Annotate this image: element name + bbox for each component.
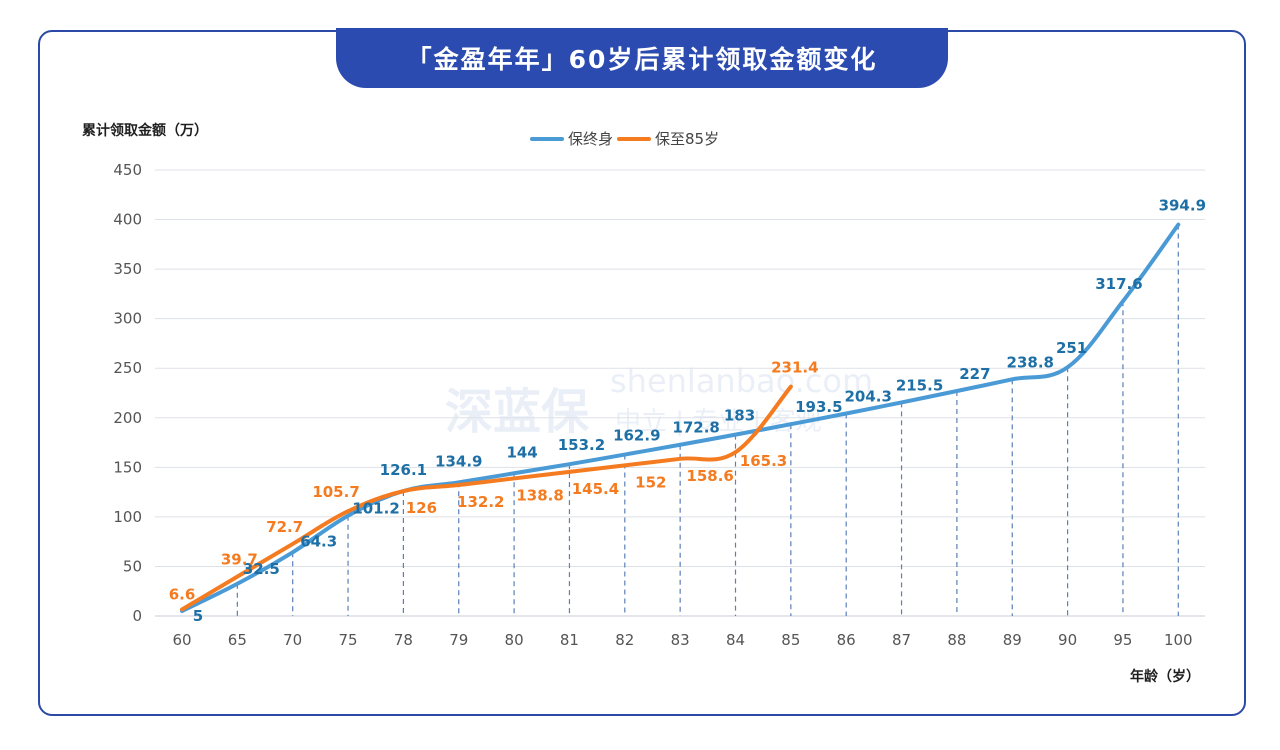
data-label-orange: 158.6 bbox=[686, 467, 733, 485]
data-label-blue: 172.8 bbox=[672, 419, 719, 437]
data-label-blue: 101.2 bbox=[352, 500, 399, 518]
y-tick-label: 400 bbox=[113, 211, 142, 229]
x-tick-label: 84 bbox=[726, 631, 745, 649]
y-tick-label: 300 bbox=[113, 310, 142, 328]
series-line-blue bbox=[180, 222, 1181, 614]
x-tick-label: 60 bbox=[172, 631, 191, 649]
legend-swatch-blue bbox=[530, 136, 564, 141]
x-tick-label: 87 bbox=[892, 631, 911, 649]
data-label-orange: 132.2 bbox=[457, 493, 504, 511]
data-label-blue: 144 bbox=[506, 443, 537, 461]
data-label-orange: 138.8 bbox=[516, 486, 563, 504]
x-tick-label: 80 bbox=[505, 631, 524, 649]
legend-label-series-1: 保终身 bbox=[568, 130, 614, 148]
x-tick-label: 86 bbox=[837, 631, 856, 649]
x-tick-label: 89 bbox=[1003, 631, 1022, 649]
x-tick-label: 75 bbox=[339, 631, 358, 649]
x-tick-label: 70 bbox=[283, 631, 302, 649]
x-tick-label: 85 bbox=[781, 631, 800, 649]
watermark-sub: 中立 | 专业 | 客观 bbox=[615, 407, 822, 437]
legend-label-series-2: 保至85岁 bbox=[655, 130, 720, 148]
data-label-blue: 193.5 bbox=[795, 398, 842, 416]
legend: 保终身 保至85岁 bbox=[530, 128, 719, 149]
data-label-blue: 215.5 bbox=[896, 376, 943, 394]
x-tick-label: 78 bbox=[394, 631, 413, 649]
watermark-logo: 深蓝保 bbox=[445, 384, 590, 440]
data-label-blue: 153.2 bbox=[558, 436, 605, 454]
data-label-blue: 183 bbox=[724, 407, 755, 425]
data-label-orange: 145.4 bbox=[572, 480, 619, 498]
data-label-orange: 231.4 bbox=[771, 359, 818, 377]
y-axis-label: 累计领取金额（万） bbox=[82, 123, 208, 139]
data-label-orange: 126 bbox=[406, 499, 437, 517]
x-tick-label: 79 bbox=[449, 631, 468, 649]
y-tick-label: 200 bbox=[113, 409, 142, 427]
series-line-orange bbox=[180, 384, 793, 612]
data-label-blue: 134.9 bbox=[435, 452, 482, 470]
data-label-orange: 72.7 bbox=[266, 518, 303, 536]
data-label-orange: 105.7 bbox=[312, 483, 359, 501]
x-tick-label: 95 bbox=[1113, 631, 1132, 649]
y-tick-label: 350 bbox=[113, 260, 142, 278]
chart-frame bbox=[38, 30, 1246, 716]
data-label-blue: 162.9 bbox=[613, 427, 660, 445]
y-tick-label: 50 bbox=[123, 557, 142, 575]
data-label-orange: 6.6 bbox=[169, 585, 196, 603]
data-label-blue: 394.9 bbox=[1159, 197, 1206, 215]
data-label-blue: 5 bbox=[193, 607, 203, 625]
x-tick-label: 83 bbox=[671, 631, 690, 649]
x-tick-label: 100 bbox=[1164, 631, 1193, 649]
y-tick-label: 0 bbox=[132, 607, 142, 625]
data-label-orange: 165.3 bbox=[740, 452, 787, 470]
y-tick-label: 450 bbox=[113, 161, 142, 179]
data-label-blue: 126.1 bbox=[380, 461, 427, 479]
data-label-blue: 238.8 bbox=[1007, 353, 1054, 371]
legend-item-series-2: 保至85岁 bbox=[617, 128, 719, 149]
data-label-blue: 64.3 bbox=[300, 532, 337, 550]
data-label-orange: 152 bbox=[635, 473, 666, 491]
legend-item-series-1: 保终身 bbox=[530, 128, 613, 149]
y-tick-label: 150 bbox=[113, 458, 142, 476]
x-tick-label: 90 bbox=[1058, 631, 1077, 649]
y-tick-label: 100 bbox=[113, 508, 142, 526]
data-label-blue: 32.5 bbox=[243, 560, 280, 578]
y-tick-label: 250 bbox=[113, 359, 142, 377]
data-label-blue: 251 bbox=[1056, 339, 1087, 357]
x-tick-label: 65 bbox=[228, 631, 247, 649]
data-label-blue: 317.6 bbox=[1095, 275, 1142, 293]
watermark-site: shenlanbao.com bbox=[610, 362, 873, 400]
x-tick-label: 81 bbox=[560, 631, 579, 649]
data-label-blue: 204.3 bbox=[844, 388, 891, 406]
data-label-orange: 39.7 bbox=[221, 551, 258, 569]
x-tick-label: 88 bbox=[947, 631, 966, 649]
x-axis-label: 年龄（岁） bbox=[1130, 669, 1200, 685]
data-label-blue: 227 bbox=[959, 365, 990, 383]
chart-title: 「金盈年年」60岁后累计领取金额变化 bbox=[336, 28, 948, 88]
x-tick-label: 82 bbox=[615, 631, 634, 649]
legend-swatch-orange bbox=[617, 136, 652, 141]
